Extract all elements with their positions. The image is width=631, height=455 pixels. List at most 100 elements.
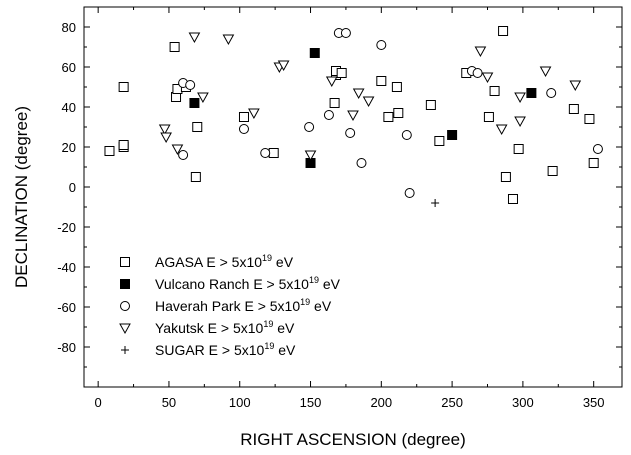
legend-label: Yakutsk E > 5x1019 eV bbox=[155, 319, 295, 336]
data-point bbox=[189, 98, 200, 108]
y-tick-label: -80 bbox=[57, 340, 76, 355]
x-tick-label: 0 bbox=[95, 395, 102, 410]
data-point bbox=[248, 108, 260, 120]
legend-item: SUGAR E > 5x1019 eV bbox=[121, 341, 296, 358]
x-tick-label: 250 bbox=[441, 395, 463, 410]
data-point bbox=[431, 199, 440, 207]
data-point bbox=[434, 136, 445, 146]
data-point bbox=[329, 98, 340, 108]
legend-marker bbox=[120, 301, 130, 311]
x-tick-label: 200 bbox=[370, 395, 392, 410]
data-point bbox=[260, 148, 271, 158]
data-point bbox=[104, 146, 115, 156]
data-point bbox=[547, 166, 558, 176]
data-point bbox=[362, 96, 375, 108]
y-tick-label: -60 bbox=[57, 300, 76, 315]
data-point bbox=[169, 42, 180, 52]
legend-item: Yakutsk E > 5x1019 eV bbox=[119, 319, 295, 336]
data-point bbox=[481, 72, 494, 84]
legend-marker bbox=[121, 346, 129, 354]
x-tick-label: 350 bbox=[583, 395, 605, 410]
x-tick-label: 300 bbox=[512, 395, 534, 410]
series-4 bbox=[431, 199, 440, 207]
data-point bbox=[376, 76, 387, 86]
series-2 bbox=[178, 28, 603, 198]
axis-ticks bbox=[84, 6, 622, 387]
data-point bbox=[304, 150, 317, 162]
data-point bbox=[474, 46, 487, 58]
data-point bbox=[160, 132, 172, 144]
x-tick-label: 150 bbox=[300, 395, 322, 410]
data-point bbox=[190, 172, 201, 182]
data-point bbox=[192, 122, 203, 132]
y-tick-label: 60 bbox=[62, 60, 76, 75]
data-point bbox=[483, 112, 494, 122]
data-point bbox=[118, 82, 129, 92]
data-point bbox=[546, 88, 557, 98]
x-tick-label: 50 bbox=[162, 395, 176, 410]
data-point bbox=[178, 150, 189, 160]
data-point bbox=[500, 172, 511, 182]
tick-labels: 0 50 100 150 200 250 300 350 -80 -60 -40 -20 0 20 40 60… bbox=[57, 20, 604, 410]
series-3 bbox=[158, 32, 582, 162]
data-point bbox=[340, 28, 351, 38]
data-point bbox=[393, 108, 404, 118]
data-point bbox=[345, 128, 356, 138]
data-point bbox=[472, 68, 483, 78]
data-point bbox=[188, 32, 201, 44]
legend-marker bbox=[120, 257, 130, 267]
legend-item: AGASA E > 5x1019 eV bbox=[120, 253, 294, 270]
legend-item: Vulcano Ranch E > 5x1019 eV bbox=[120, 275, 341, 292]
data-point bbox=[514, 116, 526, 128]
legend-label: AGASA E > 5x1019 eV bbox=[155, 253, 294, 270]
data-point bbox=[323, 110, 334, 120]
data-point bbox=[347, 110, 359, 122]
data-point bbox=[588, 158, 599, 168]
data-point bbox=[569, 80, 582, 92]
legend-label: Haverah Park E > 5x1019 eV bbox=[155, 297, 332, 314]
data-point bbox=[325, 76, 338, 88]
series-0 bbox=[104, 26, 599, 204]
legend-label: Vulcano Ranch E > 5x1019 eV bbox=[155, 275, 341, 292]
data-point bbox=[304, 122, 315, 132]
data-point bbox=[391, 82, 402, 92]
y-tick-label: 0 bbox=[69, 180, 76, 195]
data-point bbox=[383, 112, 394, 122]
legend-item: Haverah Park E > 5x1019 eV bbox=[120, 297, 332, 314]
data-point bbox=[158, 124, 171, 136]
series-1 bbox=[189, 48, 537, 168]
data-point bbox=[277, 60, 290, 72]
data-point bbox=[592, 144, 603, 154]
legend: AGASA E > 5x1019 eV Vulcano Ranch E > 5x1… bbox=[119, 253, 341, 358]
data-point bbox=[238, 124, 249, 134]
plot-frame bbox=[83, 6, 623, 388]
data-point bbox=[404, 188, 415, 198]
data-point bbox=[584, 114, 595, 124]
data-point bbox=[356, 158, 367, 168]
y-tick-label: 80 bbox=[62, 20, 76, 35]
data-point bbox=[507, 194, 518, 204]
x-axis-title: RIGHT ASCENSION (degree) bbox=[240, 430, 465, 449]
data-point bbox=[514, 92, 526, 104]
data-point bbox=[568, 104, 579, 114]
data-point bbox=[376, 40, 387, 50]
data-marks bbox=[104, 26, 603, 207]
data-point bbox=[513, 144, 524, 154]
data-point bbox=[539, 66, 552, 78]
y-tick-label: -40 bbox=[57, 260, 76, 275]
data-point bbox=[498, 26, 509, 36]
legend-marker bbox=[120, 279, 130, 289]
data-point bbox=[268, 148, 279, 158]
legend-label: SUGAR E > 5x1019 eV bbox=[155, 341, 296, 358]
data-point bbox=[197, 92, 209, 104]
data-point bbox=[447, 130, 458, 140]
data-point bbox=[222, 34, 235, 46]
data-point bbox=[171, 144, 184, 156]
y-tick-label: 40 bbox=[62, 100, 76, 115]
y-tick-label: 20 bbox=[62, 140, 76, 155]
data-point bbox=[352, 88, 365, 100]
y-tick-label: -20 bbox=[57, 220, 76, 235]
data-point bbox=[238, 112, 249, 122]
legend-marker bbox=[119, 323, 131, 335]
